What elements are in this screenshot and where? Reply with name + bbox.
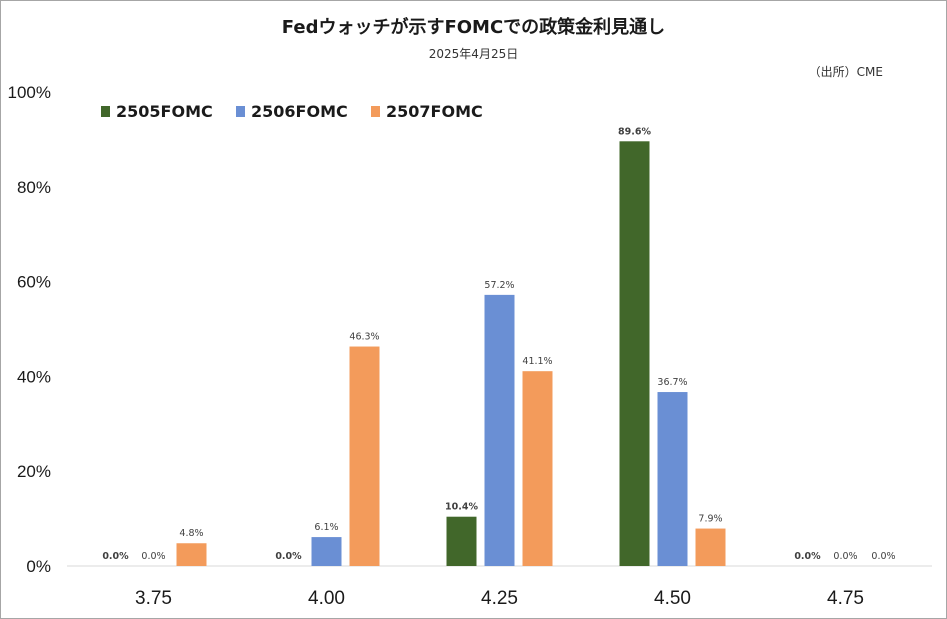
y-tick-label: 0% <box>26 557 51 576</box>
bar <box>619 141 650 566</box>
data-label: 6.1% <box>314 522 338 533</box>
y-tick-label: 80% <box>17 178 51 197</box>
data-label: 0.0% <box>102 551 129 562</box>
legend-swatch <box>371 106 380 117</box>
chart-source: （出所）CME <box>808 65 883 79</box>
bar <box>657 392 688 566</box>
data-label: 36.7% <box>657 377 687 388</box>
x-tick-label: 4.75 <box>827 588 864 609</box>
legend-swatch <box>101 106 110 117</box>
y-tick-label: 100% <box>8 83 51 102</box>
bar <box>522 371 553 566</box>
data-label: 0.0% <box>833 551 857 562</box>
y-tick-label: 40% <box>17 367 51 386</box>
chart-subtitle: 2025年4月25日 <box>428 47 519 61</box>
x-tick-label: 4.00 <box>308 588 345 609</box>
y-tick-label: 20% <box>17 462 51 481</box>
data-label: 46.3% <box>349 332 379 343</box>
y-tick-label: 60% <box>17 273 51 292</box>
data-label: 89.6% <box>618 126 651 137</box>
x-tick-label: 4.50 <box>654 588 691 609</box>
data-label: 57.2% <box>484 280 514 291</box>
data-label: 4.8% <box>179 528 203 539</box>
bar <box>349 346 380 566</box>
data-label: 41.1% <box>522 356 552 367</box>
data-label: 0.0% <box>794 551 821 562</box>
data-label: 7.9% <box>698 514 722 525</box>
x-tick-label: 3.75 <box>135 588 172 609</box>
legend-label: 2506FOMC <box>251 102 348 121</box>
bar <box>311 537 342 566</box>
x-tick-label: 4.25 <box>481 588 518 609</box>
bar <box>695 528 726 566</box>
data-label: 0.0% <box>275 551 302 562</box>
data-label: 10.4% <box>445 502 478 513</box>
bar <box>446 516 477 566</box>
bar <box>484 294 515 566</box>
data-label: 0.0% <box>141 551 165 562</box>
legend-label: 2507FOMC <box>386 102 483 121</box>
bar <box>176 543 207 566</box>
legend-label: 2505FOMC <box>116 102 213 121</box>
legend-swatch <box>236 106 245 117</box>
chart-title: Fedウォッチが示すFOMCでの政策金利見通し <box>281 17 666 38</box>
data-label: 0.0% <box>871 551 895 562</box>
